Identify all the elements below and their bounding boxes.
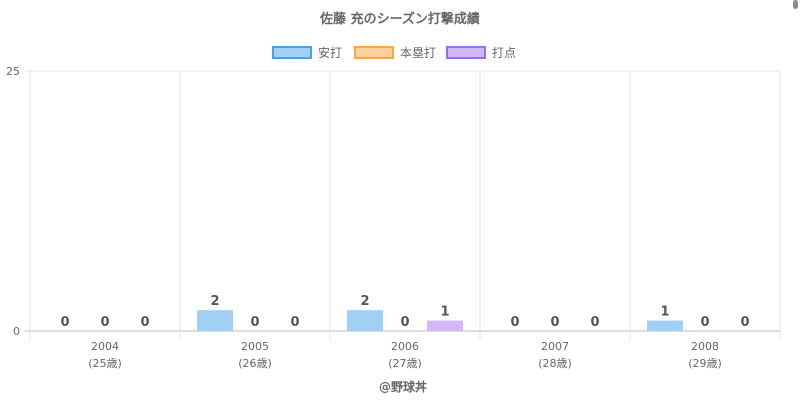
bar-value-label: 0 [140,315,149,330]
legend-swatch[interactable] [354,46,394,59]
bar-value-label: 0 [740,315,749,330]
y-axis: 0 25 [6,65,20,338]
bar-value-label: 0 [550,315,559,330]
x-tick-sublabel: (27歳) [388,357,422,370]
bar-value-label: 2 [210,294,219,309]
x-tick-sublabel: (28歳) [538,357,572,370]
bar-value-label: 2 [360,294,369,309]
x-tick-label: 2004 [91,340,119,353]
x-axis: 2004 (25歳) 2005 (26歳) 2006 (27歳) 2007 (28歳) 2008… [88,340,722,370]
bar[interactable] [427,320,463,331]
bar-value-label: 0 [290,315,299,330]
bar-value-label: 0 [510,315,519,330]
scrollbar-thumb[interactable] [793,0,798,9]
legend-label[interactable]: 本塁打 [400,46,436,60]
legend-swatch[interactable] [446,46,486,59]
y-tick-label: 25 [6,65,20,78]
data-labels: 0 0 0 2 0 0 2 0 1 0 0 0 1 0 0 [60,294,749,330]
bar-value-label: 0 [250,315,259,330]
bar-value-label: 0 [590,315,599,330]
credit-text: @野球丼 [379,379,427,394]
legend: 安打 本塁打 打点 [272,45,516,60]
bar[interactable] [197,310,233,331]
legend-swatch[interactable] [272,46,312,59]
bar-value-label: 1 [660,305,669,320]
grid [25,70,781,341]
chart-title: 佐藤 充のシーズン打撃成績 [319,11,480,27]
bar-value-label: 0 [700,315,709,330]
x-tick-label: 2008 [691,340,719,353]
x-tick-label: 2007 [541,340,569,353]
bar-value-label: 0 [400,315,409,330]
x-tick-label: 2005 [241,340,269,353]
bar-value-label: 0 [100,315,109,330]
bar[interactable] [647,320,683,331]
x-tick-sublabel: (29歳) [688,357,722,370]
y-tick-label: 0 [13,325,20,338]
bar-value-label: 1 [440,305,449,320]
legend-label[interactable]: 打点 [492,46,516,60]
x-tick-sublabel: (26歳) [238,357,272,370]
legend-label[interactable]: 安打 [318,45,342,60]
x-tick-label: 2006 [391,340,419,353]
x-tick-sublabel: (25歳) [88,357,122,370]
bar[interactable] [347,310,383,331]
bars [197,310,683,331]
bar-value-label: 0 [60,315,69,330]
